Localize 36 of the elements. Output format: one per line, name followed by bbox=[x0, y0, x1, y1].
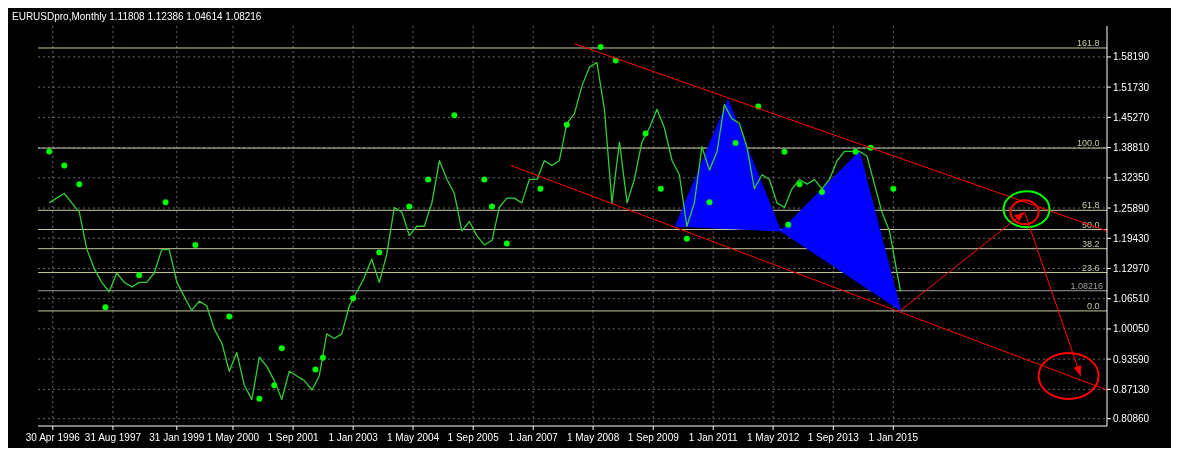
y-tick-label: 1.38810 bbox=[1113, 142, 1150, 154]
y-tick-label: 1.51730 bbox=[1113, 81, 1150, 93]
x-tick-label: 31 Aug 1997 bbox=[84, 432, 142, 443]
x-tick-label: 1 May 2004 bbox=[386, 432, 440, 443]
x-tick-label: 1 Jan 2011 bbox=[688, 432, 739, 443]
x-tick-label: 1 May 2012 bbox=[747, 432, 800, 443]
y-tick-label: 0.80860 bbox=[1113, 413, 1150, 425]
x-tick-label: 1 Jan 2007 bbox=[508, 432, 559, 443]
annotation: 61.8 bbox=[1081, 200, 1100, 211]
annotation: 161.8 bbox=[1076, 37, 1100, 48]
x-tick-label: 31 Jan 1999 bbox=[149, 432, 205, 443]
x-tick-label: 1 Jan 2003 bbox=[328, 432, 379, 443]
x-tick-label: 1 May 2000 bbox=[206, 432, 260, 443]
y-tick-label: 1.45270 bbox=[1113, 111, 1150, 123]
annotation: 0.0 bbox=[1086, 300, 1100, 311]
chart-title: EURUSDpro,Monthly 1.11808 1.12386 1.04614 1.08216 bbox=[12, 11, 262, 22]
y-tick-label: 1.19430 bbox=[1113, 232, 1150, 244]
y-tick-label: 1.12970 bbox=[1113, 262, 1150, 274]
annotation: 23.6 bbox=[1081, 262, 1100, 273]
x-tick-label: 1 Sep 2001 bbox=[267, 432, 320, 443]
y-tick-label: 0.93590 bbox=[1113, 353, 1150, 365]
x-tick-label: 1 May 2008 bbox=[566, 432, 620, 443]
x-tick-label: 1 Sep 2013 bbox=[807, 432, 860, 443]
annotation: 100.0 bbox=[1076, 138, 1100, 149]
y-tick-label: 0.87130 bbox=[1113, 383, 1150, 395]
y-tick-label: 1.00050 bbox=[1113, 323, 1150, 335]
x-tick-label: 1 Sep 2005 bbox=[447, 432, 500, 443]
x-tick-label: 1 Sep 2009 bbox=[627, 432, 680, 443]
x-tick-label: 30 Apr 1996 bbox=[25, 432, 81, 443]
y-tick-label: 1.58190 bbox=[1113, 51, 1150, 63]
x-tick-label: 1 Jan 2015 bbox=[868, 432, 919, 443]
y-tick-label: 1.25890 bbox=[1113, 202, 1150, 214]
ref-line-label: 1.08216 bbox=[1070, 280, 1103, 291]
y-tick-label: 1.32350 bbox=[1113, 172, 1150, 184]
y-tick-label: 1.06510 bbox=[1113, 293, 1150, 305]
annotation: 38.2 bbox=[1081, 238, 1100, 249]
